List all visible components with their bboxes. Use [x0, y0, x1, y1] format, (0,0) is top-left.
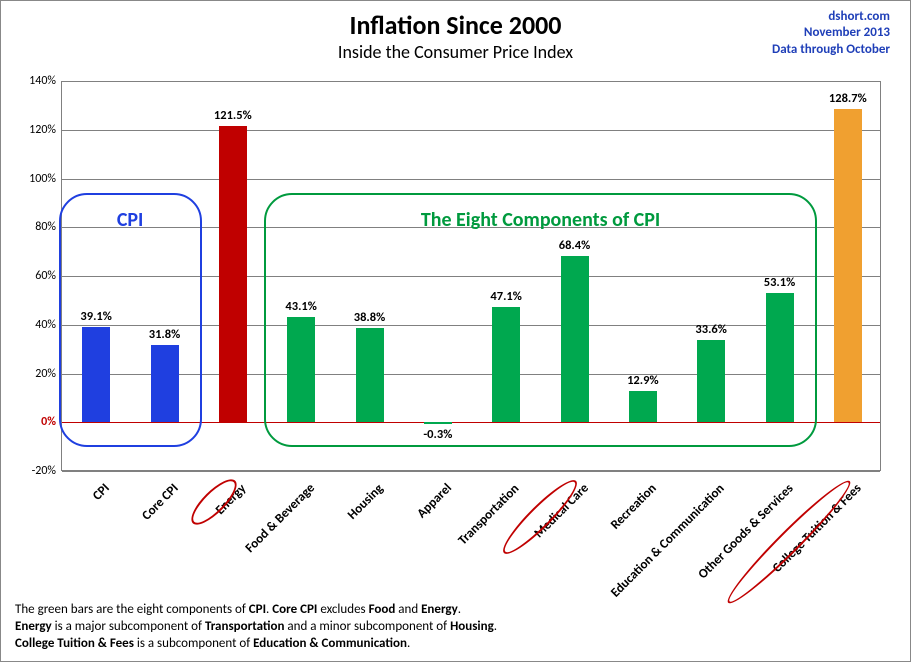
y-tick-label: 140%: [29, 74, 62, 88]
bar: [766, 293, 794, 422]
source-block: dshort.com November 2013 Data through Oc…: [772, 9, 890, 58]
bar-value-label: 33.6%: [695, 322, 726, 337]
x-axis-label: Food & Beverage: [243, 481, 318, 556]
source-date: November 2013: [772, 25, 890, 41]
bar: [151, 345, 179, 423]
gridline: [62, 374, 880, 375]
source-data-note: Data through October: [772, 42, 890, 58]
bar-value-label: 53.1%: [764, 275, 795, 290]
bar: [834, 109, 862, 423]
bar: [219, 126, 247, 422]
gridline: [62, 325, 880, 326]
bar-value-label: 12.9%: [627, 373, 658, 388]
bar: [697, 340, 725, 422]
bar: [424, 422, 452, 424]
group-label: CPI: [117, 208, 144, 232]
bar-value-label: 43.1%: [285, 299, 316, 314]
y-tick-label: 20%: [35, 367, 62, 381]
x-axis-label: Recreation: [608, 481, 660, 533]
bar-value-label: 68.4%: [559, 238, 590, 253]
bar: [356, 328, 384, 423]
group-label: The Eight Components of CPI: [421, 208, 660, 232]
footnote-line: Energy is a major subcomponent of Transp…: [15, 619, 497, 636]
bar: [82, 327, 110, 422]
gridline: [62, 471, 880, 472]
bar-value-label: 47.1%: [490, 289, 521, 304]
y-tick-label: 120%: [29, 123, 62, 137]
x-axis-label: Education & Communication: [608, 481, 727, 600]
bar-value-label: -0.3%: [423, 427, 452, 442]
footnote-line: The green bars are the eight components …: [15, 602, 497, 619]
bar-value-label: 121.5%: [214, 108, 252, 123]
chart-frame: Inflation Since 2000 Inside the Consumer…: [0, 0, 911, 662]
y-tick-label: -20%: [32, 464, 62, 478]
footnotes: The green bars are the eight components …: [15, 602, 497, 653]
y-tick-label: 60%: [35, 269, 62, 283]
x-axis-label: Apparel: [414, 481, 455, 522]
bar: [629, 391, 657, 422]
gridline: [62, 81, 880, 82]
bar-value-label: 128.7%: [829, 91, 867, 106]
y-tick-label: 0%: [41, 415, 62, 429]
gridline: [62, 179, 880, 180]
y-tick-label: 100%: [29, 172, 62, 186]
gridline: [62, 130, 880, 131]
x-axis-label: CPI: [90, 481, 113, 504]
x-axis-label: Housing: [344, 481, 385, 522]
bar: [492, 307, 520, 422]
footnote-line: College Tuition & Fees is a subcomponent…: [15, 636, 497, 653]
bar: [561, 256, 589, 423]
bar-value-label: 31.8%: [149, 327, 180, 342]
bar-value-label: 39.1%: [80, 309, 111, 324]
bar-value-label: 38.8%: [354, 310, 385, 325]
x-axis-label: Core CPI: [139, 481, 181, 523]
y-tick-label: 40%: [35, 318, 62, 332]
bar: [287, 317, 315, 422]
gridline: [62, 276, 880, 277]
source-site: dshort.com: [772, 9, 890, 25]
zero-line: [62, 422, 880, 423]
plot-area: -20%0%20%40%60%80%100%120%140%39.1%CPI31…: [61, 81, 881, 471]
y-tick-label: 80%: [35, 220, 62, 234]
